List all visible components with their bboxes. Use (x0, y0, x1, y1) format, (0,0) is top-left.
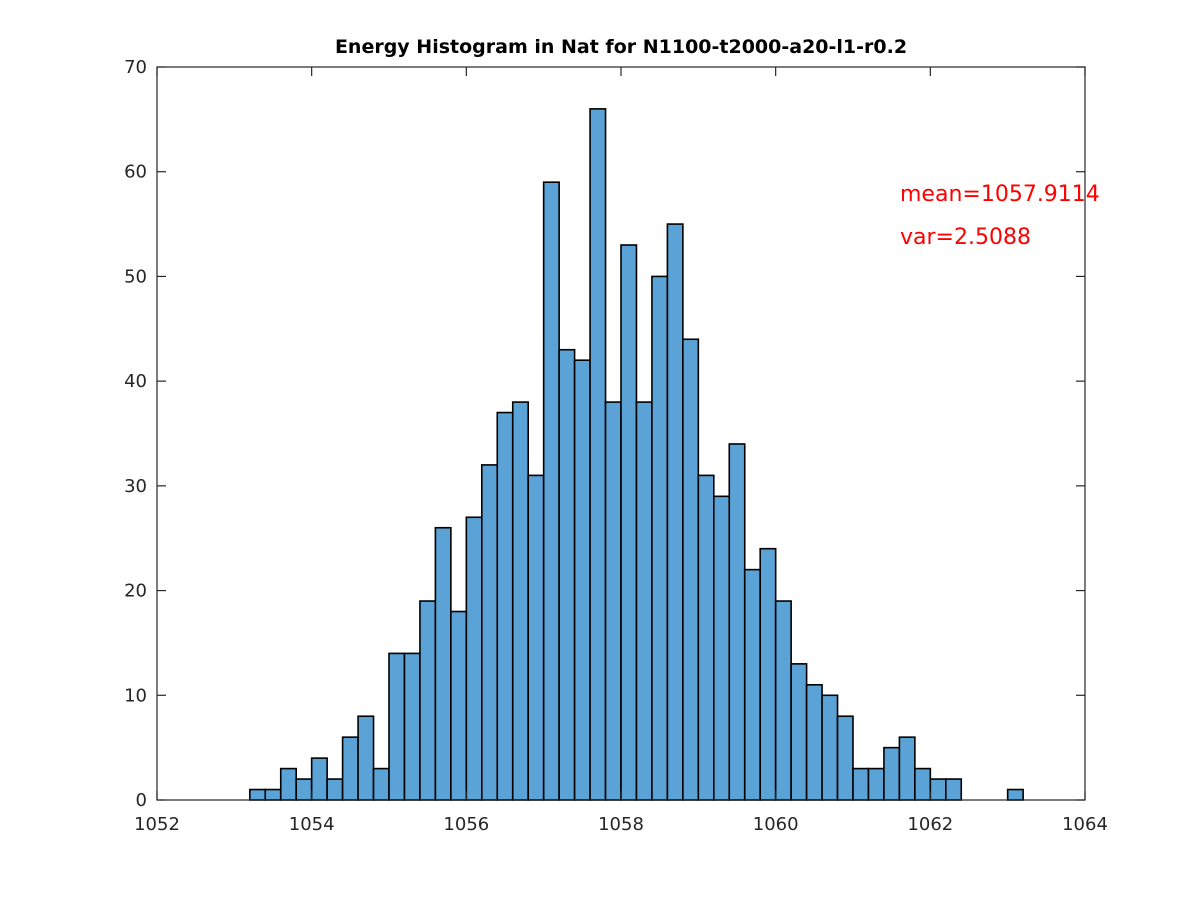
histogram-bar (434, 526, 452, 801)
histogram-bar (527, 474, 545, 801)
histogram-bar (666, 223, 684, 801)
histogram-bar (496, 411, 514, 801)
histogram-bar (573, 359, 591, 801)
histogram-bar (790, 663, 808, 801)
ticks-group: 1052 1054 1056 1058 1060 1062 1064 0 10 20 30 40 50 6… (124, 57, 1108, 835)
y-tick-label: 40 (124, 371, 147, 392)
histogram-bar (898, 736, 916, 801)
y-tick-label: 70 (124, 57, 147, 78)
y-tick-label: 0 (136, 790, 147, 811)
y-tick-label: 10 (124, 685, 147, 706)
histogram-bar (805, 684, 823, 801)
y-tick-label: 50 (124, 266, 147, 287)
histogram-bar (852, 767, 870, 801)
bars-group (249, 108, 1024, 801)
mean-annotation: mean=1057.9114 (900, 182, 1100, 207)
histogram-bar (867, 767, 885, 801)
histogram-bar (326, 778, 344, 801)
x-tick-label: 1052 (134, 814, 180, 835)
histogram-bar (743, 568, 762, 801)
histogram-bar (759, 547, 777, 801)
histogram-bar (697, 474, 715, 801)
histogram-bar (944, 778, 963, 801)
histogram-bar (372, 767, 390, 801)
histogram-bar (604, 401, 622, 801)
histogram-bar (310, 757, 328, 801)
histogram-bar (589, 108, 607, 801)
histogram-bar (419, 600, 437, 801)
variance-annotation: var=2.5088 (900, 225, 1031, 250)
histogram-bar (821, 694, 839, 801)
histogram-bar (403, 652, 421, 801)
histogram-bar (341, 736, 359, 801)
histogram-bar (914, 767, 932, 801)
histogram-bar (620, 244, 638, 801)
x-tick-label: 1054 (289, 814, 335, 835)
histogram-bar (682, 338, 700, 801)
histogram-bar (480, 464, 499, 801)
y-tick-label: 30 (124, 476, 147, 497)
histogram-bar (774, 600, 792, 801)
histogram-bar (712, 495, 731, 801)
x-tick-label: 1056 (443, 814, 489, 835)
histogram-bar (357, 715, 375, 801)
histogram-bar (635, 401, 653, 801)
histogram-bar (511, 401, 530, 801)
histogram-bar (450, 610, 468, 801)
x-tick-label: 1064 (1062, 814, 1108, 835)
x-tick-label: 1058 (598, 814, 644, 835)
y-tick-label: 60 (124, 162, 147, 183)
histogram-bar (388, 652, 406, 801)
histogram-bar (558, 348, 576, 801)
histogram-bar (836, 715, 854, 801)
x-tick-label: 1062 (907, 814, 953, 835)
histogram-bar (465, 516, 483, 801)
x-tick-label: 1060 (753, 814, 799, 835)
histogram-bar (249, 788, 267, 801)
histogram-bar (1006, 788, 1024, 801)
histogram-bar (929, 778, 947, 801)
histogram-bar (264, 788, 282, 801)
histogram-bar (883, 746, 901, 801)
histogram-bar (279, 767, 298, 801)
histogram-bar (295, 778, 313, 801)
histogram-bar (542, 181, 560, 801)
histogram-bar (651, 275, 669, 801)
chart-title: Energy Histogram in Nat for N1100-t2000-… (335, 36, 907, 58)
y-tick-label: 20 (124, 581, 147, 602)
histogram-bar (728, 443, 746, 801)
